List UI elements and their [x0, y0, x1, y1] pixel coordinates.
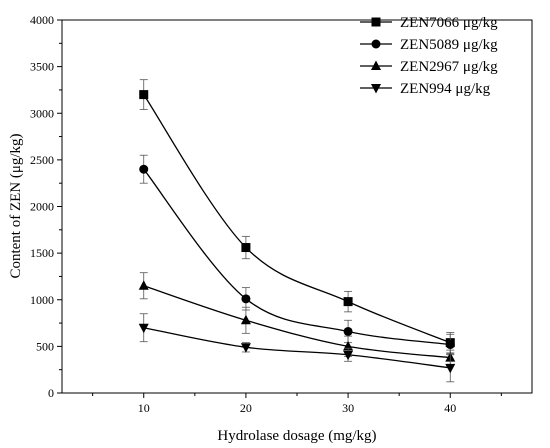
- data-point: [240, 314, 251, 325]
- data-point: [445, 363, 456, 374]
- data-point: [139, 90, 149, 100]
- y-tick-label: 2500: [30, 153, 54, 167]
- data-point: [241, 294, 251, 304]
- legend-label: ZEN994 μg/kg: [400, 81, 491, 97]
- series-line: [143, 168, 451, 346]
- data-point: [240, 343, 251, 353]
- data-point: [343, 297, 353, 307]
- y-axis-title: Content of ZEN (μg/kg): [8, 133, 24, 278]
- legend-marker: [371, 17, 381, 27]
- legend-marker: [371, 39, 381, 49]
- y-tick-label: 1000: [30, 293, 54, 307]
- series-triangle-down: [138, 313, 456, 383]
- legend-label: ZEN7066 μg/kg: [400, 15, 498, 31]
- series-circle: [139, 154, 455, 356]
- data-point: [445, 340, 455, 350]
- data-point: [343, 350, 354, 361]
- y-axis-ticks: 0 500 1000 1500 2000 2500 3000 3500 4000: [30, 13, 62, 400]
- legend-marker: [371, 60, 381, 70]
- legend-label: ZEN2967 μg/kg: [400, 59, 498, 75]
- x-tick-label: 20: [240, 401, 252, 415]
- x-tick-label: 40: [444, 401, 456, 415]
- y-tick-label: 4000: [30, 13, 54, 27]
- plot-frame: [61, 19, 533, 394]
- x-axis-title: Hydrolase dosage (mg/kg): [217, 428, 376, 444]
- series-square: [139, 79, 455, 354]
- data-point: [343, 326, 353, 336]
- x-tick-label: 10: [138, 401, 150, 415]
- series-line: [143, 94, 451, 344]
- data-point: [139, 164, 149, 174]
- y-tick-label: 1500: [30, 246, 54, 260]
- y-tick-label: 3500: [30, 60, 54, 74]
- series-layer: [138, 79, 456, 383]
- y-tick-label: 0: [48, 386, 54, 400]
- x-axis-ticks: 10 20 30 40: [92, 393, 502, 415]
- y-tick-label: 3000: [30, 106, 54, 120]
- data-point: [138, 323, 149, 334]
- legend-label: ZEN5089 μg/kg: [400, 37, 498, 53]
- data-point: [138, 280, 149, 290]
- legend: ZEN7066 μg/kg ZEN5089 μg/kg ZEN2967 μg/kg Z…: [360, 15, 498, 97]
- y-tick-label: 500: [36, 339, 54, 353]
- series-line: [143, 327, 451, 369]
- y-tick-label: 2000: [30, 200, 54, 214]
- series-line: [143, 285, 451, 359]
- x-tick-label: 30: [342, 401, 354, 415]
- legend-marker: [371, 84, 381, 94]
- data-point: [241, 243, 251, 253]
